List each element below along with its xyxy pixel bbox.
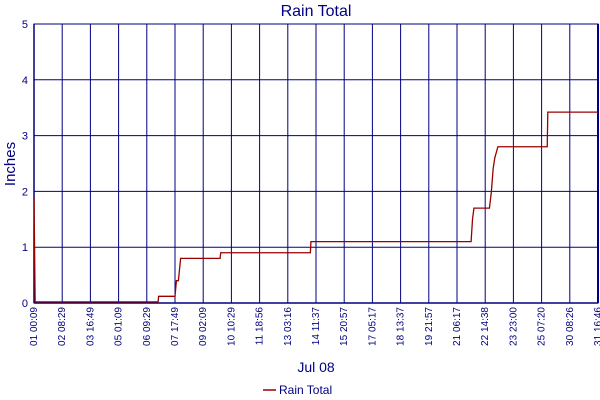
x-tick-label: 25 07:20: [537, 307, 548, 346]
x-tick-label: 31 16:46: [593, 307, 600, 346]
x-tick-label: 05 01:09: [114, 307, 125, 346]
series-line-rain-total: [33, 111, 598, 303]
x-tick-label: 15 20:57: [339, 307, 350, 346]
series: [33, 111, 598, 303]
x-tick-label: 01 00:09: [29, 307, 40, 346]
x-tick-labels: 01 00:09 02 08:29 03 16:49 05 01:09 06 09:29…: [29, 307, 600, 346]
x-tick-label: 11 18:56: [255, 307, 266, 346]
chart-title: Rain Total: [281, 3, 352, 20]
y-axis-label: Inches: [2, 142, 19, 186]
x-tick-label: 10 10:29: [226, 307, 237, 346]
x-tick-label: 18 13:37: [396, 307, 407, 346]
x-tick-label: 30 08:26: [565, 307, 576, 346]
x-tick-label: 09 02:09: [198, 307, 209, 346]
x-tick-label: 14 11:37: [311, 307, 322, 346]
x-tick-label: 23 23:00: [508, 307, 519, 346]
y-tick-label: 4: [22, 75, 28, 87]
x-tick-label: 07 17:49: [170, 307, 181, 346]
y-tick-label: 2: [22, 186, 28, 198]
y-tick-label: 3: [22, 131, 28, 143]
legend-label-rain-total: Rain Total: [279, 383, 332, 397]
axes: [33, 23, 599, 304]
x-tick-label: 02 08:29: [57, 307, 68, 346]
x-tick-label: 21 06:17: [452, 307, 463, 346]
y-tick-label: 5: [22, 19, 28, 31]
x-tick-label: 22 14:38: [480, 307, 491, 346]
x-tick-label: 03 16:49: [85, 307, 96, 346]
legend: Rain Total: [263, 383, 332, 397]
x-tick-label: 13 03:16: [283, 307, 294, 346]
x-tick-label: 17 05:17: [367, 307, 378, 346]
x-axis-label: Jul 08: [297, 359, 335, 375]
y-tick-label: 0: [22, 298, 28, 310]
y-tick-label: 1: [22, 242, 28, 254]
x-tick-label: 19 21:57: [424, 307, 435, 346]
grid: [33, 23, 599, 304]
x-tick-label: 06 09:29: [142, 307, 153, 346]
y-tick-labels: 0 1 2 3 4 5: [22, 19, 28, 310]
